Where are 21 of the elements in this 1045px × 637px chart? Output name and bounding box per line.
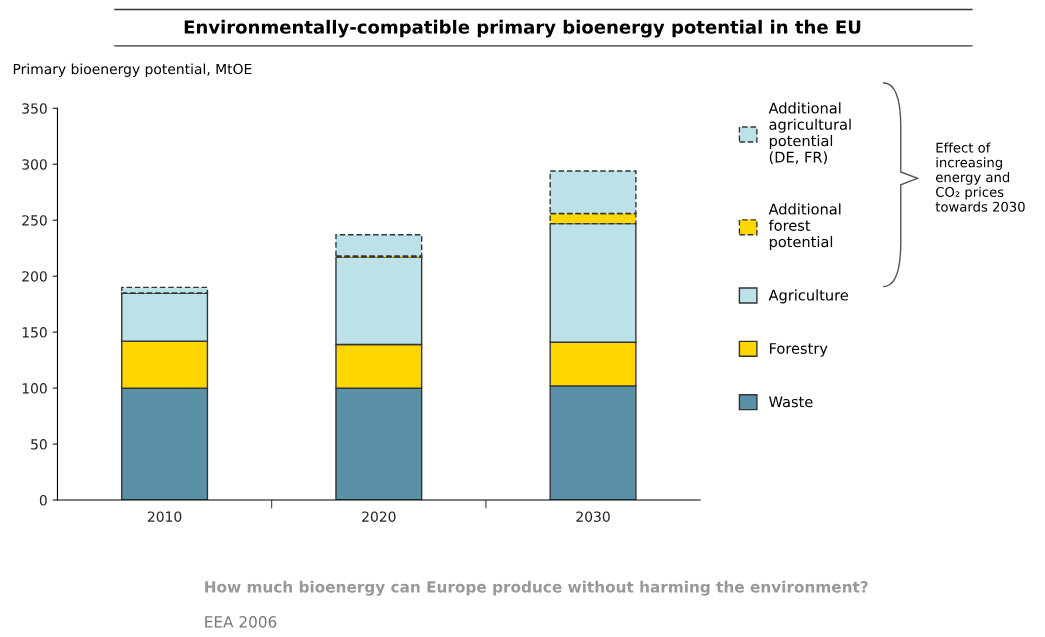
text: EEA 2006 [205, 616, 277, 628]
y-tick-label: 50 [31, 439, 47, 450]
legend-label: Additional forest potential [768, 203, 841, 251]
x-tick-label: 2020 [362, 511, 396, 522]
y-tick-label: 150 [22, 327, 47, 338]
y-axis-title: Primary bioenergy potential, MtOE [13, 63, 252, 77]
text: How much bioenergy can Europe produce without harming the environment? [205, 580, 868, 596]
y-tick-label: 250 [22, 215, 47, 226]
y-tick-label: 300 [22, 159, 47, 170]
y-tick-label: 100 [22, 383, 47, 394]
x-tick-label: 2030 [576, 511, 610, 522]
chart-title: Environmentally-compatible primary bioenergy potential in the EU [184, 19, 861, 38]
legend-label: Waste [769, 396, 813, 408]
legend-label: Forestry [770, 343, 828, 357]
legend-label: Agriculture [768, 289, 848, 304]
y-tick-label: 0 [39, 495, 47, 506]
y-tick-label: 350 [22, 103, 47, 114]
y-tick-label: 200 [22, 271, 47, 282]
text: Effect of increasing energy and CO₂ prices towards 2030 [935, 142, 1025, 212]
x-tick-label: 2010 [147, 511, 182, 522]
legend-label: Additional agricultural potential (DE, FR) [768, 102, 851, 165]
